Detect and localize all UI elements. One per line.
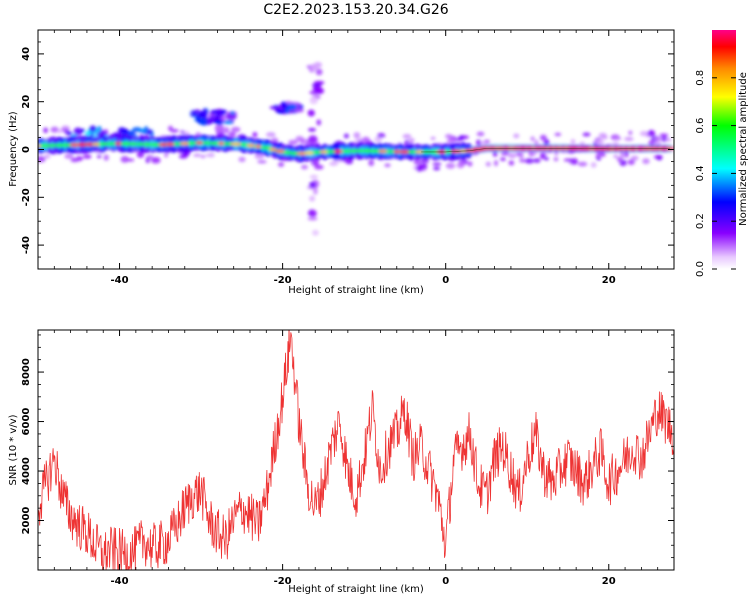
spectrogram-image bbox=[38, 61, 674, 236]
spectrogram-ridge-line bbox=[421, 148, 670, 153]
colorbar-label: Normalized spectral amplitude bbox=[738, 72, 749, 226]
spectrogram-ticks: -40 -20 0 20 -40 -20 0 20 40 bbox=[21, 29, 675, 286]
colorbar-tick-label: 0.4 bbox=[695, 165, 706, 181]
snr-series-line bbox=[38, 330, 674, 570]
snr-x-tick-label: 20 bbox=[602, 576, 616, 587]
snr-x-tick-label: 0 bbox=[442, 576, 449, 587]
spectrogram-panel: -40 -20 0 20 -40 -20 0 20 40 Frequency (Hz) Heig… bbox=[8, 29, 675, 296]
snr-ticks: -40 -20 0 20 2000 4000 6000 8000 bbox=[21, 330, 675, 587]
colorbar-tick-label: 0.2 bbox=[695, 213, 706, 229]
spectrogram-y-tick-label: 20 bbox=[21, 95, 32, 109]
spectrogram-y-tick-label: -20 bbox=[21, 188, 32, 206]
spectrogram-y-tick-label: 40 bbox=[21, 47, 32, 61]
spectrogram-y-tick-label: -40 bbox=[21, 236, 32, 254]
spectrogram-x-tick-label: -40 bbox=[110, 275, 128, 286]
snr-panel: -40 -20 0 20 2000 4000 6000 8000 SNR (10 * v/v)… bbox=[8, 329, 675, 595]
snr-y-tick-label: 4000 bbox=[21, 457, 32, 485]
colorbar-tick-label: 0.6 bbox=[695, 118, 706, 134]
spectrogram-x-tick-label: 20 bbox=[602, 275, 616, 286]
snr-y-tick-label: 6000 bbox=[21, 408, 32, 436]
snr-frame bbox=[37, 329, 675, 571]
snr-y-tick-label: 2000 bbox=[21, 507, 32, 535]
snr-x-axis-label: Height of straight line (km) bbox=[288, 584, 424, 595]
colorbar-ticks: 0.0 0.2 0.4 0.6 0.8 bbox=[695, 70, 736, 277]
spectrogram-cells bbox=[38, 61, 674, 236]
colorbar-gradient bbox=[712, 30, 736, 269]
spectrogram-x-tick-label: 0 bbox=[442, 275, 449, 286]
snr-y-axis-label: SNR (10 * v/v) bbox=[8, 414, 19, 485]
spectrogram-x-tick-label: -20 bbox=[274, 275, 292, 286]
colorbar-tick-label: 0.8 bbox=[695, 70, 706, 86]
spectrogram-x-axis-label: Height of straight line (km) bbox=[288, 285, 424, 296]
snr-y-tick-label: 8000 bbox=[21, 358, 32, 386]
snr-x-tick-label: -20 bbox=[274, 576, 292, 587]
spectrogram-y-axis-label: Frequency (Hz) bbox=[8, 111, 19, 187]
spectrogram-y-tick-label: 0 bbox=[21, 146, 32, 153]
colorbar-tick-label: 0.0 bbox=[695, 261, 706, 277]
page-title: C2E2.2023.153.20.34.G26 bbox=[263, 2, 449, 18]
snr-x-tick-label: -40 bbox=[110, 576, 128, 587]
colorbar: 0.0 0.2 0.4 0.6 0.8 Normalized spectral ampl… bbox=[695, 30, 749, 277]
